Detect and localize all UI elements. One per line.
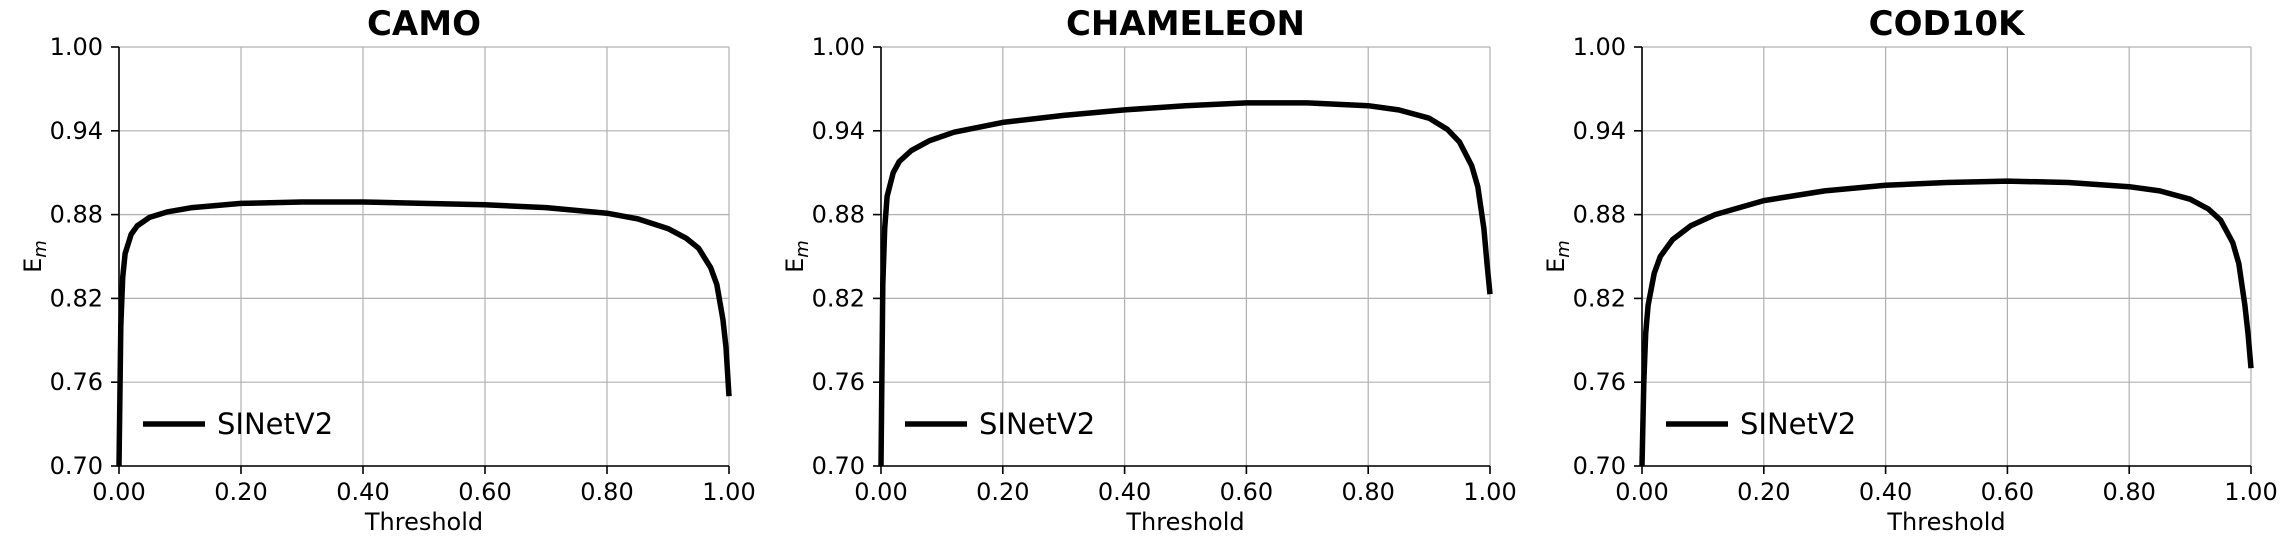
chart-panel-camo: 0.00 0.20 0.40 0.60 0.80 1.00 0.70 0.76 0.82 0.88… bbox=[19, 4, 756, 536]
x-tick-label: 1.00 bbox=[702, 478, 755, 506]
x-tick-label: 0.20 bbox=[976, 478, 1029, 506]
y-tick-label: 0.70 bbox=[812, 452, 865, 480]
y-tick-label: 0.76 bbox=[812, 368, 865, 396]
chart-title: COD10K bbox=[1869, 4, 2026, 44]
x-tick-label: 0.60 bbox=[1220, 478, 1273, 506]
x-tick-label: 0.80 bbox=[580, 478, 633, 506]
series-line-sinetv2 bbox=[116, 199, 732, 467]
series-line-sinetv2 bbox=[1639, 178, 2254, 467]
x-axis-label: Threshold bbox=[364, 508, 483, 536]
x-tick-label: 0.80 bbox=[1341, 478, 1394, 506]
y-tick-label: 0.82 bbox=[812, 284, 865, 312]
y-tick-label: 0.70 bbox=[50, 452, 103, 480]
x-tick-label: 0.20 bbox=[1737, 478, 1790, 506]
y-tick-label: 0.82 bbox=[1573, 284, 1626, 312]
x-axis-label: Threshold bbox=[1886, 508, 2005, 536]
x-tick-label: 0.80 bbox=[2102, 478, 2155, 506]
y-tick-label: 1.00 bbox=[812, 33, 865, 61]
y-axis-label: Em bbox=[1542, 240, 1574, 273]
legend-label: SINetV2 bbox=[217, 407, 333, 441]
legend-label: SINetV2 bbox=[1740, 407, 1856, 441]
y-tick-label: 0.76 bbox=[1573, 368, 1626, 396]
x-tick-label: 0.40 bbox=[1098, 478, 1151, 506]
chart-title: CHAMELEON bbox=[1066, 4, 1305, 44]
y-tick-label: 0.94 bbox=[812, 117, 865, 145]
y-axis-label: Em bbox=[19, 240, 51, 273]
x-tick-label: 0.60 bbox=[458, 478, 511, 506]
y-tick-label: 0.88 bbox=[812, 201, 865, 229]
chart-panel-chameleon: 0.00 0.20 0.40 0.60 0.80 1.00 0.70 0.76 0.82 0.88… bbox=[781, 4, 1517, 536]
y-tick-label: 0.82 bbox=[50, 284, 103, 312]
legend-label: SINetV2 bbox=[979, 407, 1095, 441]
chart-title: CAMO bbox=[367, 4, 481, 44]
x-tick-label: 0.00 bbox=[1615, 478, 1668, 506]
y-tick-label: 0.70 bbox=[1573, 452, 1626, 480]
x-tick-label: 0.40 bbox=[336, 478, 389, 506]
x-tick-label: 0.20 bbox=[214, 478, 267, 506]
y-axis-label: Em bbox=[781, 240, 813, 273]
x-tick-label: 0.00 bbox=[92, 478, 145, 506]
x-axis-label: Threshold bbox=[1125, 508, 1244, 536]
x-tick-label: 1.00 bbox=[1463, 478, 1516, 506]
x-tick-label: 0.00 bbox=[854, 478, 907, 506]
x-tick-label: 0.40 bbox=[1859, 478, 1912, 506]
x-tick-label: 1.00 bbox=[2224, 478, 2277, 506]
y-tick-label: 0.94 bbox=[50, 117, 103, 145]
y-tick-label: 0.88 bbox=[50, 201, 103, 229]
y-tick-label: 1.00 bbox=[1573, 33, 1626, 61]
y-tick-label: 0.88 bbox=[1573, 201, 1626, 229]
series-line-sinetv2 bbox=[878, 100, 1493, 467]
y-tick-label: 0.94 bbox=[1573, 117, 1626, 145]
chart-panel-cod10k: 0.00 0.20 0.40 0.60 0.80 1.00 0.70 0.76 0.82 0.88… bbox=[1542, 4, 2278, 536]
y-tick-label: 0.76 bbox=[50, 368, 103, 396]
x-tick-label: 0.60 bbox=[1981, 478, 2034, 506]
y-tick-label: 1.00 bbox=[50, 33, 103, 61]
